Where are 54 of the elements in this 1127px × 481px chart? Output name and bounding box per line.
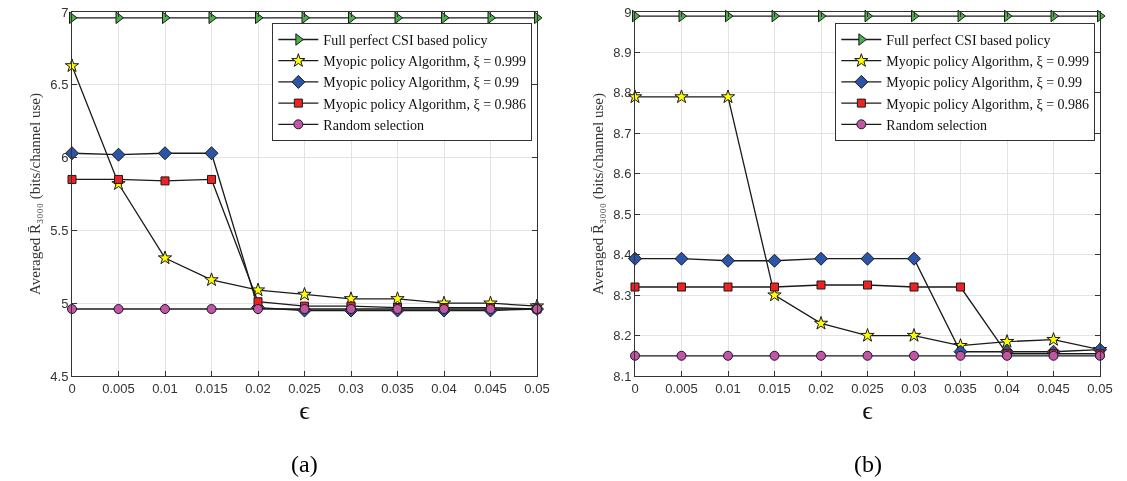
y-tick-label: 8.3	[613, 287, 632, 303]
x-tick-label: 0.025	[851, 380, 884, 396]
y-tick-label: 4.5	[50, 368, 69, 384]
x-tick-label: 0.045	[1037, 380, 1070, 396]
x-tick-label: 0.005	[102, 380, 135, 396]
x-tick-label: 0.005	[665, 380, 698, 396]
y-tick-label: 9	[624, 4, 632, 20]
legend-label: Random selection	[323, 117, 425, 133]
y-tick-label: 6	[61, 150, 69, 166]
legend-label: Myopic policy Algorithm, ξ = 0.986	[323, 96, 527, 112]
x-tick-label: 0	[631, 380, 639, 396]
y-axis-title: Averaged R̄₃₀₀₀ (bits/channel use)	[589, 93, 607, 295]
x-tick-label: 0.01	[715, 380, 741, 396]
legend-label: Myopic policy Algorithm, ξ = 0.999	[323, 54, 527, 70]
y-tick-label: 8.8	[613, 85, 632, 101]
y-tick-label: 8.1	[613, 368, 632, 384]
x-tick-label: 0.035	[381, 380, 414, 396]
x-axis-title: ϵ	[299, 395, 310, 425]
legend-label: Full perfect CSI based policy	[323, 32, 488, 48]
text: (b)	[854, 451, 882, 477]
x-tick-label: 0.015	[195, 380, 228, 396]
y-tick-label: 7	[61, 4, 69, 20]
x-tick-label: 0.03	[901, 380, 927, 396]
x-tick-label: 0.04	[431, 380, 457, 396]
legend-label: Myopic policy Algorithm, ξ = 0.99	[886, 75, 1083, 91]
x-tick-label: 0.015	[758, 380, 791, 396]
y-axis-title: Averaged R̄₃₀₀₀ (bits/channel use)	[26, 93, 44, 295]
y-tick-label: 5.5	[50, 222, 69, 238]
y-tick-label: 8.7	[613, 125, 632, 141]
legend-label: Full perfect CSI based policy	[886, 32, 1051, 48]
y-tick-label: 8.6	[613, 166, 632, 182]
x-tick-label: 0.02	[245, 380, 271, 396]
y-tick-label: 5	[61, 295, 69, 311]
x-tick-label: 0.02	[808, 380, 834, 396]
x-tick-label: 0.045	[474, 380, 507, 396]
y-tick-label: 6.5	[50, 77, 69, 93]
x-tick-label: 0.05	[524, 380, 550, 396]
x-tick-label: 0.04	[994, 380, 1020, 396]
y-tick-label: 8.2	[613, 328, 632, 344]
y-tick-label: 8.4	[613, 247, 632, 263]
x-tick-label: 0.05	[1087, 380, 1113, 396]
legend-label: Random selection	[886, 117, 988, 133]
x-tick-label: 0.01	[152, 380, 178, 396]
legend-label: Myopic policy Algorithm, ξ = 0.99	[323, 75, 520, 91]
x-tick-label: 0	[68, 380, 76, 396]
x-tick-label: 0.03	[338, 380, 364, 396]
x-axis-title: ϵ	[862, 395, 873, 425]
x-tick-label: 0.025	[288, 380, 321, 396]
y-tick-label: 8.5	[613, 206, 632, 222]
legend-label: Myopic policy Algorithm, ξ = 0.986	[886, 96, 1090, 112]
text: (a)	[291, 451, 318, 477]
x-tick-label: 0.035	[944, 380, 977, 396]
y-tick-label: 8.9	[613, 44, 632, 60]
legend-label: Myopic policy Algorithm, ξ = 0.999	[886, 54, 1090, 70]
